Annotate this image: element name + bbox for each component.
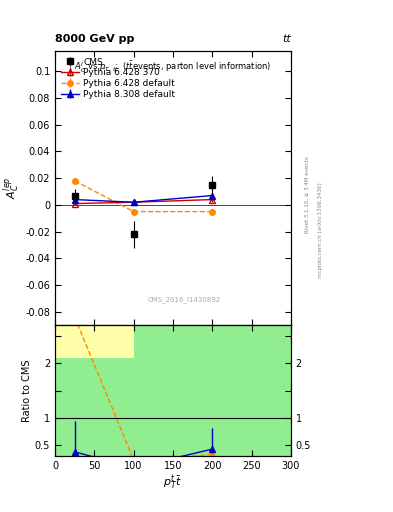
Text: 8000 GeV pp: 8000 GeV pp — [55, 34, 134, 45]
Y-axis label: $A_C^{lep}$: $A_C^{lep}$ — [2, 177, 22, 200]
Text: $A_C^l$ vs $p_{T,\,t\bar{t}}$  ($t\bar{t}$events, parton level information): $A_C^l$ vs $p_{T,\,t\bar{t}}$ ($t\bar{t}… — [74, 59, 272, 75]
Text: Rivet 3.1.10, ≥ 3.4M events: Rivet 3.1.10, ≥ 3.4M events — [305, 156, 310, 233]
X-axis label: $p_T^t\bar{t}$: $p_T^t\bar{t}$ — [163, 473, 182, 492]
Legend: CMS, Pythia 6.428 370, Pythia 6.428 default, Pythia 8.308 default: CMS, Pythia 6.428 370, Pythia 6.428 defa… — [59, 56, 177, 101]
Text: mcplots.cern.ch [arXiv:1306.3436]: mcplots.cern.ch [arXiv:1306.3436] — [318, 183, 323, 278]
Text: CMS_2016_I1430892: CMS_2016_I1430892 — [148, 296, 221, 303]
Bar — [55, 325, 134, 358]
Y-axis label: Ratio to CMS: Ratio to CMS — [22, 359, 32, 422]
Text: tt: tt — [282, 34, 291, 45]
